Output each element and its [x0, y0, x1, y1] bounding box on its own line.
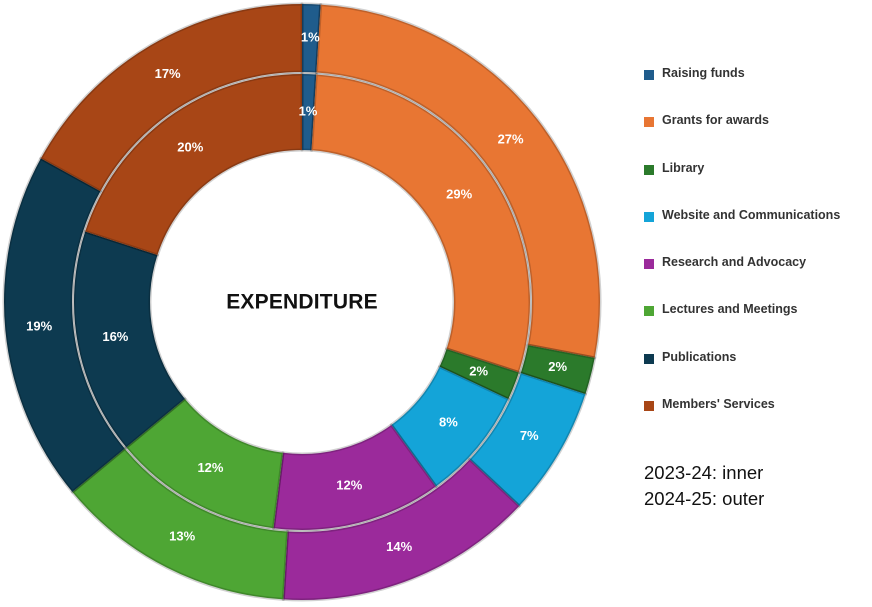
outer-label-lectures-and-meetings: 13% — [169, 529, 195, 544]
inner-slice-grants-for-awards — [310, 72, 532, 374]
legend-swatch — [644, 259, 654, 270]
inner-slice-members-services — [83, 72, 304, 257]
chart-title: EXPENDITURE — [226, 291, 378, 314]
ring-note-outer: 2024-25: outer — [644, 488, 765, 509]
outer-label-website-and-communications: 7% — [520, 428, 539, 443]
inner-label-members-services: 20% — [177, 140, 203, 155]
legend-swatch — [644, 401, 654, 412]
outer-label-grants-for-awards: 27% — [498, 132, 524, 147]
legend-label: Members' Services — [662, 397, 775, 412]
inner-slice-lectures-and-meetings — [124, 397, 285, 530]
outer-label-raising-funds: 1% — [301, 30, 320, 45]
inner-label-publications: 16% — [102, 329, 128, 344]
ring-note-inner: 2023-24: inner — [644, 462, 764, 483]
outer-ring-2024-25 — [2, 2, 602, 602]
legend-item-research-and-advocacy: Research and Advocacy — [644, 255, 872, 302]
legend-label: Publications — [662, 349, 737, 364]
expenditure-donut-chart: 1% 29% 2% 8% 12% 12% 16% 20% 1% 27% 2% 7% 14% 13% 19% 1… — [2, 2, 602, 602]
inner-label-raising-funds: 1% — [299, 104, 318, 119]
inner-label-grants-for-awards: 29% — [446, 187, 472, 202]
legend-item-members-services: Members' Services — [644, 397, 872, 444]
outer-slice-publications — [2, 156, 127, 494]
outer-slice-research-and-advocacy — [281, 457, 521, 602]
legend-swatch — [644, 306, 654, 317]
legend-item-grants-for-awards: Grants for awards — [644, 113, 872, 160]
legend-item-raising-funds: Raising funds — [644, 66, 872, 113]
legend-swatch — [644, 211, 654, 222]
legend-label: Research and Advocacy — [662, 255, 807, 270]
legend-swatch — [644, 353, 654, 364]
inner-label-lectures-and-meetings: 12% — [197, 460, 223, 475]
legend-swatch — [644, 70, 654, 80]
legend-label: Raising funds — [662, 66, 745, 80]
legend-swatch — [644, 117, 654, 128]
outer-label-members-services: 17% — [155, 66, 181, 81]
outer-slice-grants-for-awards — [314, 3, 602, 360]
legend-swatch — [644, 164, 654, 175]
ring-notes: 2023-24: inner 2024-25: outer — [644, 460, 764, 512]
legend-item-publications: Publications — [644, 350, 872, 397]
inner-ring-2023-24 — [72, 72, 532, 532]
slice-labels: 1% 29% 2% 8% 12% 12% 16% 20% 1% 27% 2% 7% 14% 13% 19% 1… — [26, 30, 567, 554]
legend-item-library: Library — [644, 161, 872, 208]
legend-label: Grants for awards — [662, 113, 769, 128]
inner-label-research-and-advocacy: 12% — [336, 477, 362, 492]
inner-label-library: 2% — [469, 363, 488, 378]
outer-label-research-and-advocacy: 14% — [386, 539, 412, 554]
inner-slice-raising-funds — [300, 72, 318, 152]
inner-slice-library — [438, 347, 521, 401]
legend-label: Website and Communications — [662, 207, 841, 222]
legend-item-website-and-communications: Website and Communications — [644, 208, 872, 255]
outer-slice-website-and-communications — [468, 371, 587, 508]
outer-label-publications: 19% — [26, 318, 52, 333]
inner-slice-publications — [72, 230, 187, 449]
outer-label-library: 2% — [548, 359, 567, 374]
legend-label: Lectures and Meetings — [662, 302, 798, 317]
legend-label: Library — [662, 160, 705, 175]
inner-label-website-and-communications: 8% — [439, 415, 458, 430]
legend-item-lectures-and-meetings: Lectures and Meetings — [644, 302, 872, 349]
outer-slice-members-services — [39, 2, 304, 193]
legend: Raising funds Grants for awards Library Web… — [644, 66, 872, 444]
